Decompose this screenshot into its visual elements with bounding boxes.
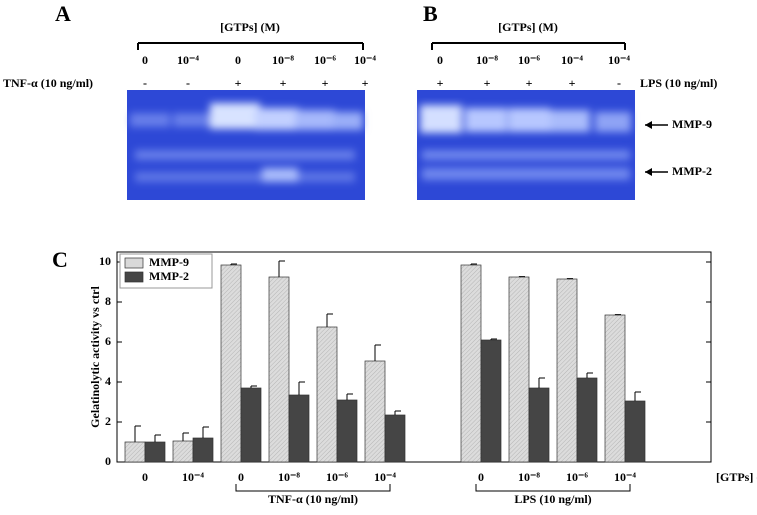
arrow-head [645, 121, 652, 129]
bar [509, 277, 529, 462]
treatment-sign: + [526, 76, 533, 90]
group-bracket [476, 484, 630, 491]
treatment-sign: - [617, 76, 621, 90]
error-bar [155, 435, 161, 442]
legend-label: MMP-2 [149, 269, 189, 283]
legend-swatch [125, 272, 143, 282]
treatment-label: TNF-α (10 ng/ml) [3, 76, 93, 90]
bar [461, 265, 481, 462]
concentration: 10⁻⁸ [272, 53, 294, 67]
x-tick-label: 10⁻⁶ [326, 470, 348, 484]
bar [241, 388, 261, 462]
y-axis-title: Gelatinolytic activity vs ctrl [88, 286, 102, 428]
error-bar [135, 426, 141, 442]
bar [193, 438, 213, 462]
bar [385, 415, 405, 462]
treatment-sign: + [362, 76, 369, 90]
bar [625, 401, 645, 462]
y-tick-label: 6 [105, 334, 111, 348]
x-tick-label: 0 [478, 470, 484, 484]
concentration: 10⁻⁶ [314, 53, 336, 67]
group-label: LPS (10 ng/ml) [514, 492, 591, 506]
header: [GTPs] (M) [498, 20, 558, 34]
bar [557, 279, 577, 462]
x-tick-label: 0 [142, 470, 148, 484]
bar [481, 340, 501, 462]
error-bar [375, 345, 381, 361]
treatment-sign: + [322, 76, 329, 90]
header: [GTPs] (M) [220, 20, 280, 34]
treatment-sign: + [484, 76, 491, 90]
error-bar [279, 261, 285, 277]
bar [145, 442, 165, 462]
panel-label: A [55, 1, 71, 26]
bar [529, 388, 549, 462]
panel-label: C [52, 247, 68, 272]
treatment-sign: + [437, 76, 444, 90]
x-tick-label: 10⁻⁶ [566, 470, 588, 484]
treatment-label: LPS (10 ng/ml) [640, 76, 717, 90]
y-tick-label: 0 [105, 454, 111, 468]
x-axis-title: [GTPs] (M) [716, 470, 757, 484]
concentration: 10⁻⁴ [608, 53, 630, 67]
concentration: 10⁻⁴ [354, 53, 376, 67]
y-tick-label: 4 [105, 374, 111, 388]
bar [125, 442, 145, 462]
gel-a [127, 90, 365, 200]
x-tick-label: 10⁻⁴ [614, 470, 636, 484]
treatment-sign: + [235, 76, 242, 90]
y-tick-label: 2 [105, 414, 111, 428]
bar [173, 441, 193, 462]
error-bar [587, 373, 593, 378]
bar [317, 327, 337, 462]
bar [365, 361, 385, 462]
x-tick-label: 10⁻⁸ [518, 470, 540, 484]
error-bar [203, 427, 209, 438]
concentration: 0 [142, 53, 148, 67]
bar [269, 277, 289, 462]
group-label: TNF-α (10 ng/ml) [268, 492, 358, 506]
treatment-sign: - [143, 76, 147, 90]
bar [221, 265, 241, 462]
error-bar [327, 314, 333, 327]
gel-b [417, 90, 635, 200]
concentration: 10⁻⁸ [476, 53, 498, 67]
bar [289, 395, 309, 462]
error-bar [347, 394, 353, 400]
error-bar [539, 378, 545, 388]
concentration: 0 [235, 53, 241, 67]
error-bar [395, 411, 401, 415]
error-bar [635, 392, 641, 401]
treatment-sign: + [569, 76, 576, 90]
x-tick-label: 10⁻⁴ [374, 470, 396, 484]
band-label: MMP-9 [672, 117, 712, 131]
y-tick-label: 10 [99, 254, 111, 268]
panel-label: B [423, 1, 438, 26]
group-bracket [236, 484, 390, 491]
band-label: MMP-2 [672, 164, 712, 178]
x-tick-label: 0 [238, 470, 244, 484]
concentration: 10⁻⁴ [177, 53, 199, 67]
y-tick-label: 8 [105, 294, 111, 308]
x-tick-label: 10⁻⁸ [278, 470, 300, 484]
arrow-head [645, 168, 652, 176]
bar [605, 315, 625, 462]
concentration: 10⁻⁶ [518, 53, 540, 67]
legend-label: MMP-9 [149, 255, 189, 269]
treatment-sign: - [186, 76, 190, 90]
bar [337, 400, 357, 462]
concentration: 0 [437, 53, 443, 67]
error-bar [299, 382, 305, 395]
concentration: 10⁻⁴ [561, 53, 583, 67]
error-bar [183, 433, 189, 441]
legend-swatch [125, 258, 143, 268]
treatment-sign: + [280, 76, 287, 90]
bar [577, 378, 597, 462]
x-tick-label: 10⁻⁴ [182, 470, 204, 484]
